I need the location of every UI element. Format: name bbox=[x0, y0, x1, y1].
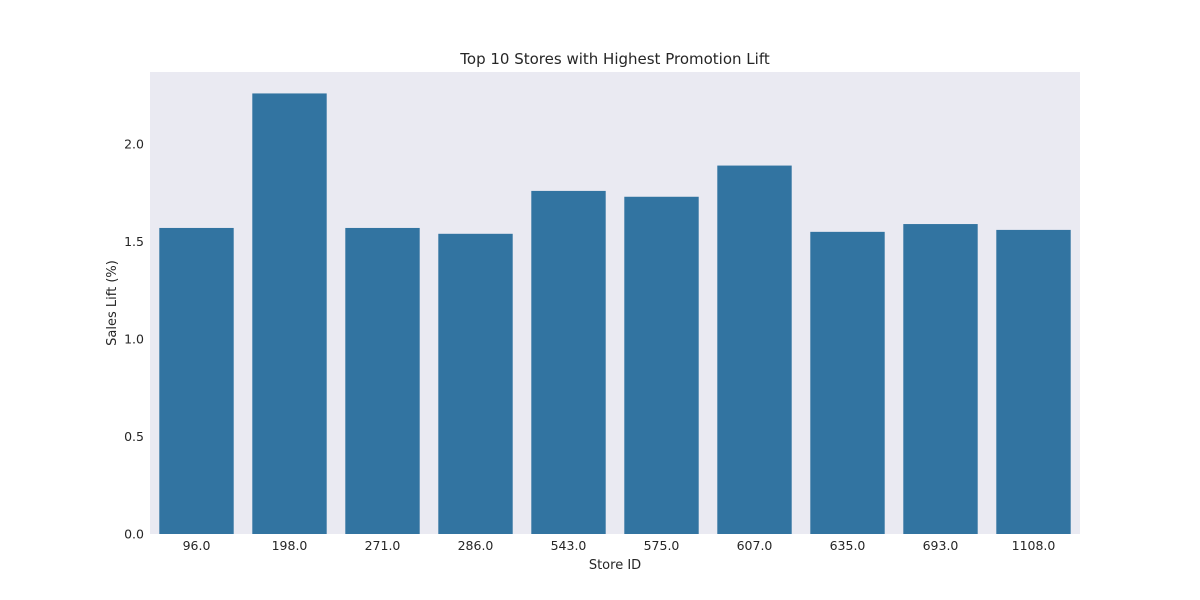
bar-575.0 bbox=[624, 196, 699, 534]
x-axis-label: Store ID bbox=[589, 558, 641, 573]
x-tick-label: 198.0 bbox=[272, 538, 308, 553]
y-tick-label: 2.0 bbox=[124, 137, 144, 152]
bar-198.0 bbox=[252, 93, 327, 534]
x-tick-label: 286.0 bbox=[458, 538, 494, 553]
bars-group bbox=[159, 93, 1071, 535]
x-tick-label: 271.0 bbox=[365, 538, 401, 553]
chart-title: Top 10 Stores with Highest Promotion Lif… bbox=[459, 50, 770, 68]
x-tick-label: 693.0 bbox=[923, 538, 959, 553]
bar-271.0 bbox=[345, 227, 420, 534]
bar-543.0 bbox=[531, 190, 606, 534]
x-tick-label: 96.0 bbox=[183, 538, 211, 553]
x-tick-label: 575.0 bbox=[644, 538, 680, 553]
y-axis-label: Sales Lift (%) bbox=[105, 260, 120, 346]
bar-607.0 bbox=[717, 165, 792, 534]
bar-286.0 bbox=[438, 233, 513, 535]
y-tick-label: 0.5 bbox=[124, 429, 144, 444]
bar-693.0 bbox=[903, 224, 978, 535]
bar-96.0 bbox=[159, 227, 234, 534]
y-tick-label: 1.5 bbox=[124, 234, 144, 249]
x-tick-label: 607.0 bbox=[737, 538, 773, 553]
y-tick-label: 1.0 bbox=[124, 332, 144, 347]
bar-1108.0 bbox=[996, 229, 1071, 534]
y-tick-label: 0.0 bbox=[124, 527, 144, 542]
x-tick-label: 1108.0 bbox=[1012, 538, 1056, 553]
x-tick-label: 543.0 bbox=[551, 538, 587, 553]
bar-635.0 bbox=[810, 231, 885, 534]
y-tick-labels: 0.0 0.5 1.0 1.5 2.0 bbox=[124, 137, 144, 542]
x-tick-label: 635.0 bbox=[830, 538, 866, 553]
x-tick-labels: 96.0 198.0 271.0 286.0 543.0 575.0 607.0 635.0 6… bbox=[183, 538, 1056, 553]
